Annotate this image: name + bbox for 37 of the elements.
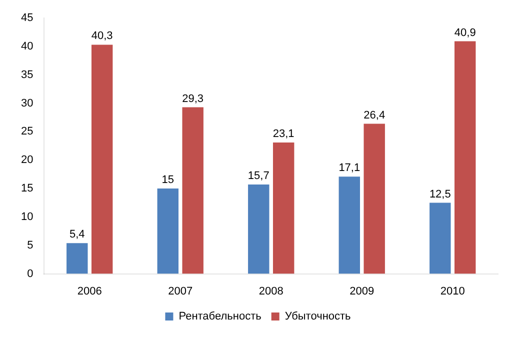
- x-tick-label: 2006: [77, 285, 102, 298]
- y-tick-label: 45: [20, 12, 34, 24]
- bar: [338, 176, 360, 274]
- bar: [157, 188, 178, 274]
- legend-label: Рентабельность: [178, 310, 262, 323]
- bar: [91, 44, 113, 274]
- x-tick-label: 2007: [168, 285, 193, 298]
- data-label: 15: [162, 174, 174, 186]
- data-label: 40,9: [454, 26, 476, 39]
- bar: [66, 243, 88, 274]
- y-tick-label: 30: [20, 97, 34, 110]
- y-tick-label: 40: [20, 40, 34, 52]
- data-label: 17,1: [338, 162, 360, 174]
- data-label: 5,4: [69, 228, 85, 241]
- data-label: 26,4: [364, 109, 386, 122]
- bar: [272, 142, 294, 274]
- bar: [454, 41, 476, 274]
- y-tick-label: 15: [20, 182, 34, 195]
- data-label: 15,7: [248, 170, 270, 182]
- y-tick-label: 25: [20, 126, 34, 138]
- bar: [364, 124, 385, 274]
- y-tick-label: 35: [20, 68, 34, 81]
- y-tick-label: 5: [27, 239, 34, 252]
- y-tick-label: 0: [27, 268, 34, 280]
- y-tick-label: 20: [20, 154, 34, 166]
- x-tick-label: 2009: [350, 285, 374, 298]
- y-tick-label: 10: [20, 210, 34, 223]
- data-label: 40,3: [91, 30, 113, 42]
- data-label: 12,5: [429, 188, 451, 200]
- data-label: 29,3: [182, 92, 204, 105]
- x-tick-label: 2010: [440, 285, 465, 298]
- legend-label: Убыточность: [284, 310, 352, 323]
- bar: [182, 107, 204, 274]
- x-tick-label: 2008: [258, 285, 284, 298]
- bar: [248, 184, 270, 274]
- bar: [430, 202, 451, 274]
- data-label: 23,1: [272, 128, 294, 140]
